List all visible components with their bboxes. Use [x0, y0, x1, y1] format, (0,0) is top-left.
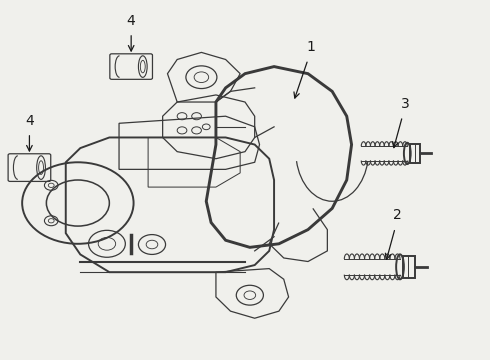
- Text: 1: 1: [306, 40, 315, 54]
- Bar: [403, 256, 415, 278]
- Text: 4: 4: [25, 114, 34, 128]
- Bar: [410, 144, 420, 163]
- Text: 2: 2: [393, 208, 402, 222]
- Text: 3: 3: [400, 97, 409, 111]
- Text: 4: 4: [127, 14, 136, 28]
